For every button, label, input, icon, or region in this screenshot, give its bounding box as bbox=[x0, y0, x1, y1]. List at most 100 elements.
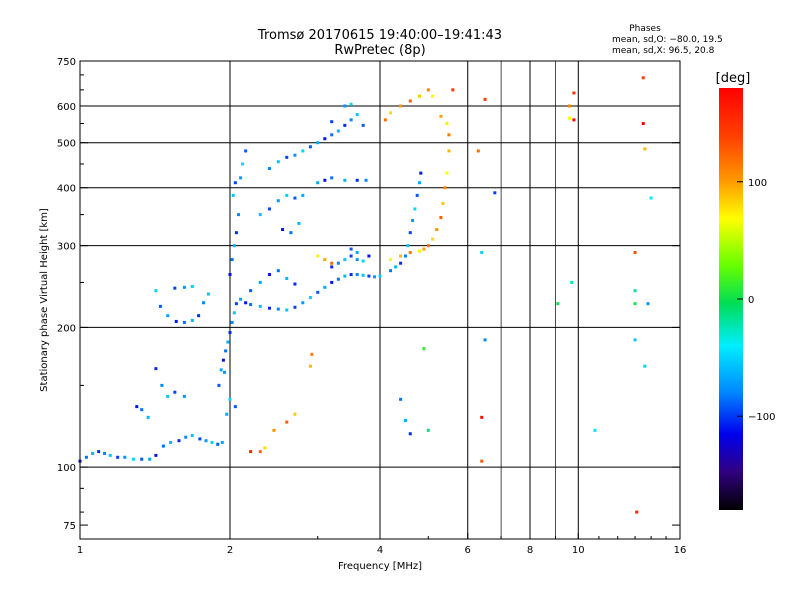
data-point bbox=[570, 280, 574, 284]
data-point bbox=[198, 437, 202, 441]
data-point bbox=[228, 331, 232, 335]
data-point bbox=[123, 455, 127, 459]
data-point bbox=[422, 347, 426, 351]
data-point bbox=[258, 450, 262, 454]
data-point bbox=[244, 301, 248, 305]
data-point bbox=[310, 352, 314, 356]
data-point bbox=[330, 120, 334, 124]
data-point bbox=[166, 314, 170, 318]
data-point bbox=[349, 102, 353, 106]
data-point bbox=[399, 397, 403, 401]
y-axis-label: Stationary phase Virtual Height [km] bbox=[39, 208, 50, 392]
data-point bbox=[267, 306, 271, 310]
data-point bbox=[281, 228, 285, 232]
data-point bbox=[415, 193, 419, 197]
data-point bbox=[330, 176, 334, 180]
data-point bbox=[323, 137, 327, 141]
data-point bbox=[361, 259, 365, 263]
data-point bbox=[293, 305, 297, 309]
data-point bbox=[206, 292, 210, 296]
data-point bbox=[258, 280, 262, 284]
data-point bbox=[289, 231, 293, 235]
data-point bbox=[276, 307, 280, 311]
y-axis-ticks: 75 100 200 300 400 500 600 750 bbox=[57, 57, 680, 532]
data-point bbox=[135, 405, 139, 409]
data-point bbox=[285, 276, 289, 280]
data-point bbox=[293, 282, 297, 286]
x-tick-label: 8 bbox=[527, 545, 533, 556]
data-point bbox=[426, 88, 430, 92]
data-point bbox=[140, 408, 144, 412]
data-point bbox=[228, 397, 232, 401]
data-point bbox=[293, 412, 297, 416]
data-point bbox=[417, 181, 421, 185]
data-point bbox=[417, 249, 421, 253]
data-point bbox=[197, 314, 201, 318]
colorbar: [deg] 100 0 −100 bbox=[716, 71, 775, 510]
data-point bbox=[483, 97, 487, 101]
data-point bbox=[330, 133, 334, 137]
data-point bbox=[173, 286, 177, 290]
data-point bbox=[445, 122, 449, 126]
data-point bbox=[226, 340, 230, 344]
data-point bbox=[190, 433, 194, 437]
legend-line-x: mean, sd,X: 96.5, 20.8 bbox=[612, 46, 715, 56]
data-point bbox=[408, 231, 412, 235]
data-point bbox=[422, 247, 426, 251]
data-point bbox=[323, 258, 327, 262]
data-point bbox=[451, 88, 455, 92]
data-point bbox=[343, 178, 347, 182]
data-point bbox=[244, 149, 248, 153]
data-point bbox=[593, 428, 597, 432]
colorbar-tick-label: −100 bbox=[748, 412, 775, 423]
data-point bbox=[272, 428, 276, 432]
data-point bbox=[373, 275, 377, 279]
data-point bbox=[426, 428, 430, 432]
x-tick-label: 4 bbox=[377, 545, 383, 556]
data-point bbox=[316, 181, 320, 185]
data-point bbox=[285, 155, 289, 159]
data-point bbox=[233, 181, 237, 185]
data-point bbox=[355, 178, 359, 182]
data-point bbox=[258, 304, 262, 308]
data-point bbox=[190, 285, 194, 289]
data-point bbox=[103, 451, 107, 455]
x-tick-label: 1 bbox=[77, 545, 83, 556]
data-point bbox=[230, 320, 234, 324]
data-point bbox=[249, 303, 253, 307]
data-point bbox=[349, 254, 353, 258]
data-point bbox=[323, 285, 327, 289]
data-point bbox=[224, 349, 228, 353]
x-axis-ticks: 1 2 4 6 8 10 16 bbox=[77, 533, 686, 556]
data-point bbox=[182, 320, 186, 324]
data-point bbox=[249, 289, 253, 293]
data-point bbox=[166, 394, 170, 398]
data-point bbox=[297, 221, 301, 225]
data-point bbox=[148, 457, 152, 461]
data-point bbox=[323, 178, 327, 182]
data-point bbox=[161, 444, 165, 448]
data-point bbox=[633, 289, 637, 293]
data-point bbox=[267, 207, 271, 211]
data-point bbox=[408, 251, 412, 255]
data-point bbox=[343, 274, 347, 278]
data-point bbox=[308, 364, 312, 368]
data-point bbox=[216, 442, 220, 446]
data-point bbox=[308, 145, 312, 149]
data-point bbox=[572, 91, 576, 95]
x-tick-label: 6 bbox=[465, 545, 471, 556]
data-point bbox=[233, 405, 237, 409]
data-point bbox=[239, 297, 243, 301]
data-point bbox=[447, 133, 451, 137]
data-point bbox=[343, 104, 347, 108]
data-point bbox=[367, 254, 371, 258]
data-point bbox=[383, 118, 387, 122]
data-point bbox=[231, 193, 235, 197]
chart-subtitle: RwPretec (8p) bbox=[334, 43, 425, 58]
data-point bbox=[361, 123, 365, 127]
data-point bbox=[417, 94, 421, 98]
data-point bbox=[394, 265, 398, 269]
data-point bbox=[355, 251, 359, 255]
data-point bbox=[389, 258, 393, 262]
data-point bbox=[413, 207, 417, 211]
